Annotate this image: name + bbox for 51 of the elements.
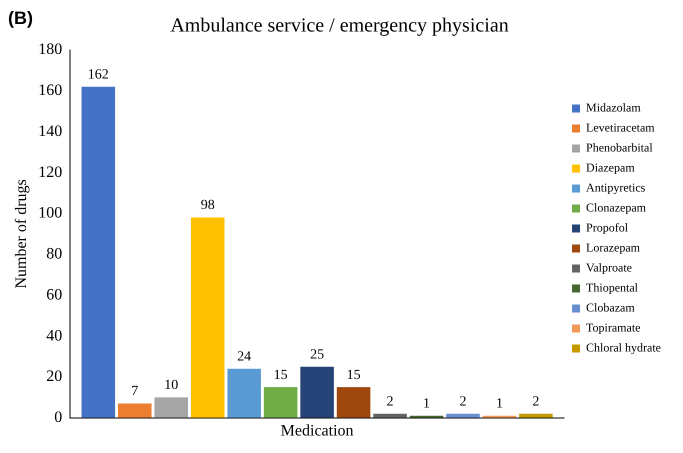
data-label: 98 xyxy=(200,198,215,214)
data-label: 1 xyxy=(423,396,430,412)
data-label: 2 xyxy=(459,394,466,410)
bar xyxy=(519,414,553,418)
y-tick-label: 160 xyxy=(38,82,62,100)
bar xyxy=(264,387,298,418)
legend-label: Antipyretics xyxy=(586,180,646,195)
bar xyxy=(154,397,188,418)
legend-label: Lorazepam xyxy=(586,240,641,255)
bar xyxy=(82,86,116,418)
y-tick-label: 120 xyxy=(38,164,62,181)
bar xyxy=(227,368,261,418)
data-label: 2 xyxy=(386,394,394,410)
chart-title: Ambulance service / emergency physician xyxy=(170,14,509,36)
legend-label: Valproate xyxy=(586,260,632,275)
data-label: 25 xyxy=(310,347,324,362)
data-label: 15 xyxy=(274,368,288,383)
y-axis-title: Number of drugs xyxy=(12,179,30,289)
bar xyxy=(118,403,152,418)
x-axis-title: Medication xyxy=(280,422,354,440)
data-label: 7 xyxy=(131,384,138,400)
data-label: 24 xyxy=(237,349,252,364)
y-tick-label: 100 xyxy=(38,204,62,222)
legend-label: Diazepam xyxy=(586,160,636,175)
legend-label: Topiramate xyxy=(586,320,640,335)
y-tick-label: 40 xyxy=(46,327,62,344)
bar xyxy=(300,366,334,418)
legend-label: Levetiracetam xyxy=(586,120,656,135)
data-label: 15 xyxy=(346,368,361,383)
y-tick-label: 180 xyxy=(38,41,62,58)
bar xyxy=(190,218,224,418)
bar xyxy=(446,414,480,418)
legend-label: Clonazepam xyxy=(586,200,647,215)
legend-label: Chloral hydrate xyxy=(586,340,662,355)
y-tick-label: 0 xyxy=(54,409,62,426)
y-tick-label: 60 xyxy=(46,286,62,304)
text: (B) xyxy=(8,8,33,29)
legend-label: Clobazam xyxy=(586,300,636,315)
legend-label: Propofol xyxy=(586,220,629,235)
legend-label: Phenobarbital xyxy=(586,140,654,155)
data-label: 2 xyxy=(532,394,540,410)
y-tick-label: 140 xyxy=(38,122,62,140)
y-tick-label: 20 xyxy=(46,368,62,386)
y-tick-label: 80 xyxy=(46,246,62,263)
data-label: 1 xyxy=(496,396,503,412)
legend-label: Midazolam xyxy=(586,100,642,115)
legend-label: Thiopental xyxy=(586,280,639,295)
bar xyxy=(373,414,407,418)
bar xyxy=(336,387,370,418)
data-label: 162 xyxy=(88,67,109,82)
data-label: 10 xyxy=(164,378,178,394)
